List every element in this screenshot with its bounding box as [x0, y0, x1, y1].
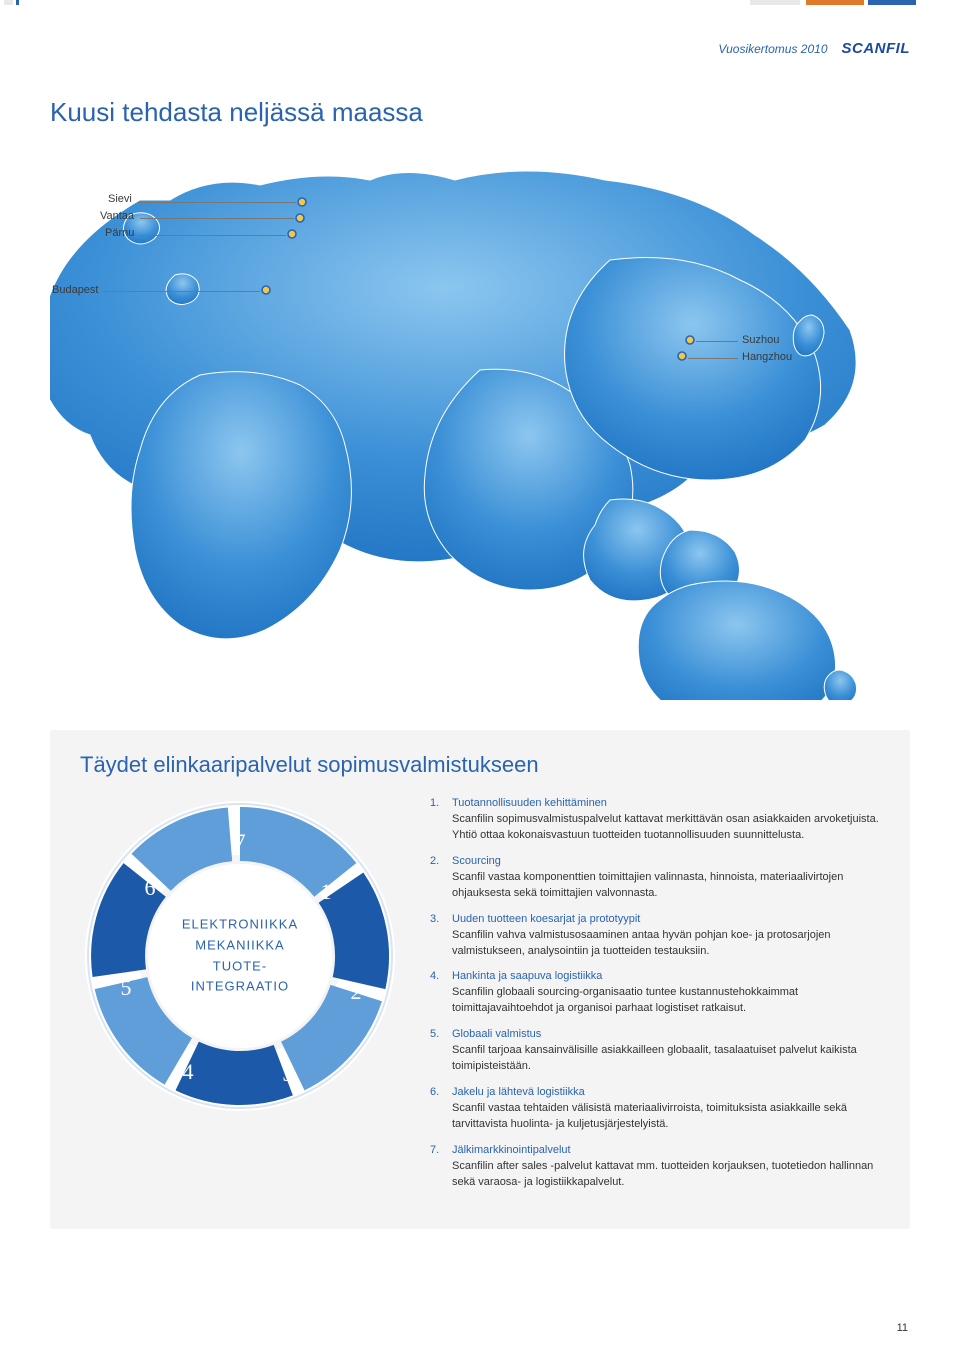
- desc-text-3: Scanfilin vahva valmistusosaaminen antaa…: [452, 929, 831, 957]
- desc-item-5: 5. Globaali valmistus Scanfil tarjoaa ka…: [430, 1027, 880, 1075]
- desc-item-6: 6. Jakelu ja lähtevä logistiikka Scanfil…: [430, 1085, 880, 1133]
- center-line-1: ELEKTRONIIKKA: [182, 914, 298, 935]
- desc-text-1: Scanfilin sopimusvalmistuspalvelut katta…: [452, 813, 879, 841]
- circle-center-text: ELEKTRONIIKKA MEKANIIKKA TUOTE- INTEGRAA…: [182, 914, 298, 997]
- city-parnu: Pärnu: [105, 227, 134, 239]
- desc-item-3: 3. Uuden tuotteen koesarjat ja prototyyp…: [430, 912, 880, 960]
- logo: SCANFIL: [842, 40, 911, 57]
- desc-item-4: 4. Hankinta ja saapuva logistiikka Scanf…: [430, 969, 880, 1017]
- seg-4: 4: [183, 1059, 194, 1085]
- lifecycle-title: Täydet elinkaaripalvelut sopimusvalmistu…: [80, 752, 880, 778]
- lifecycle-descriptions: 1. Tuotannollisuuden kehittäminen Scanfi…: [430, 796, 880, 1201]
- center-line-4: INTEGRAATIO: [182, 977, 298, 998]
- desc-text-6: Scanfil vastaa tehtaiden välisistä mater…: [452, 1102, 847, 1130]
- desc-text-7: Scanfilin after sales -palvelut kattavat…: [452, 1160, 873, 1188]
- city-suzhou: Suzhou: [742, 334, 779, 346]
- page: Vuosikertomus 2010 SCANFIL Kuusi tehdast…: [0, 0, 960, 1354]
- city-hangzhou: Hangzhou: [742, 351, 792, 363]
- desc-title-7: Jälkimarkkinointipalvelut: [452, 1144, 571, 1156]
- desc-text-4: Scanfilin globaali sourcing-organisaatio…: [452, 986, 798, 1014]
- desc-title-2: Scourcing: [452, 855, 501, 867]
- world-map: Sievi Vantaa Pärnu Budapest Suzhou Hangz…: [50, 140, 910, 700]
- city-sievi: Sievi: [108, 193, 132, 205]
- header-subtitle: Vuosikertomus 2010: [718, 42, 827, 56]
- desc-item-1: 1. Tuotannollisuuden kehittäminen Scanfi…: [430, 796, 880, 844]
- center-line-2: MEKANIIKKA: [182, 935, 298, 956]
- desc-title-6: Jakelu ja lähtevä logistiikka: [452, 1086, 585, 1098]
- lifecycle-panel: Täydet elinkaaripalvelut sopimusvalmistu…: [50, 730, 910, 1229]
- desc-title-3: Uuden tuotteen koesarjat ja prototyypit: [452, 913, 640, 925]
- city-vantaa: Vantaa: [100, 210, 134, 222]
- desc-title-1: Tuotannollisuuden kehittäminen: [452, 797, 607, 809]
- desc-item-2: 2. Scourcing Scanfil vastaa komponenttie…: [430, 854, 880, 902]
- desc-title-5: Globaali valmistus: [452, 1028, 541, 1040]
- lifecycle-circle: 1 2 3 4 5 6 7 ELEKTRONIIKKA MEKANIIKKA T…: [80, 796, 400, 1116]
- seg-7: 7: [235, 829, 246, 855]
- page-header: Vuosikertomus 2010 SCANFIL: [50, 40, 910, 57]
- desc-item-7: 7. Jälkimarkkinointipalvelut Scanfilin a…: [430, 1143, 880, 1191]
- desc-text-5: Scanfil tarjoaa kansainvälisille asiakka…: [452, 1044, 857, 1072]
- city-budapest: Budapest: [52, 284, 98, 296]
- seg-6: 6: [145, 875, 156, 901]
- lifecycle-content: 1 2 3 4 5 6 7 ELEKTRONIIKKA MEKANIIKKA T…: [80, 796, 880, 1201]
- top-accent-bars: [0, 0, 960, 8]
- desc-title-4: Hankinta ja saapuva logistiikka: [452, 970, 602, 982]
- desc-text-2: Scanfil vastaa komponenttien toimittajie…: [452, 871, 843, 899]
- page-number: 11: [897, 1322, 908, 1334]
- center-line-3: TUOTE-: [182, 956, 298, 977]
- map-title: Kuusi tehdasta neljässä maassa: [50, 97, 910, 128]
- seg-5: 5: [121, 975, 132, 1001]
- seg-1: 1: [321, 879, 332, 905]
- seg-2: 2: [351, 979, 362, 1005]
- map-svg: [50, 140, 910, 700]
- seg-3: 3: [283, 1061, 294, 1087]
